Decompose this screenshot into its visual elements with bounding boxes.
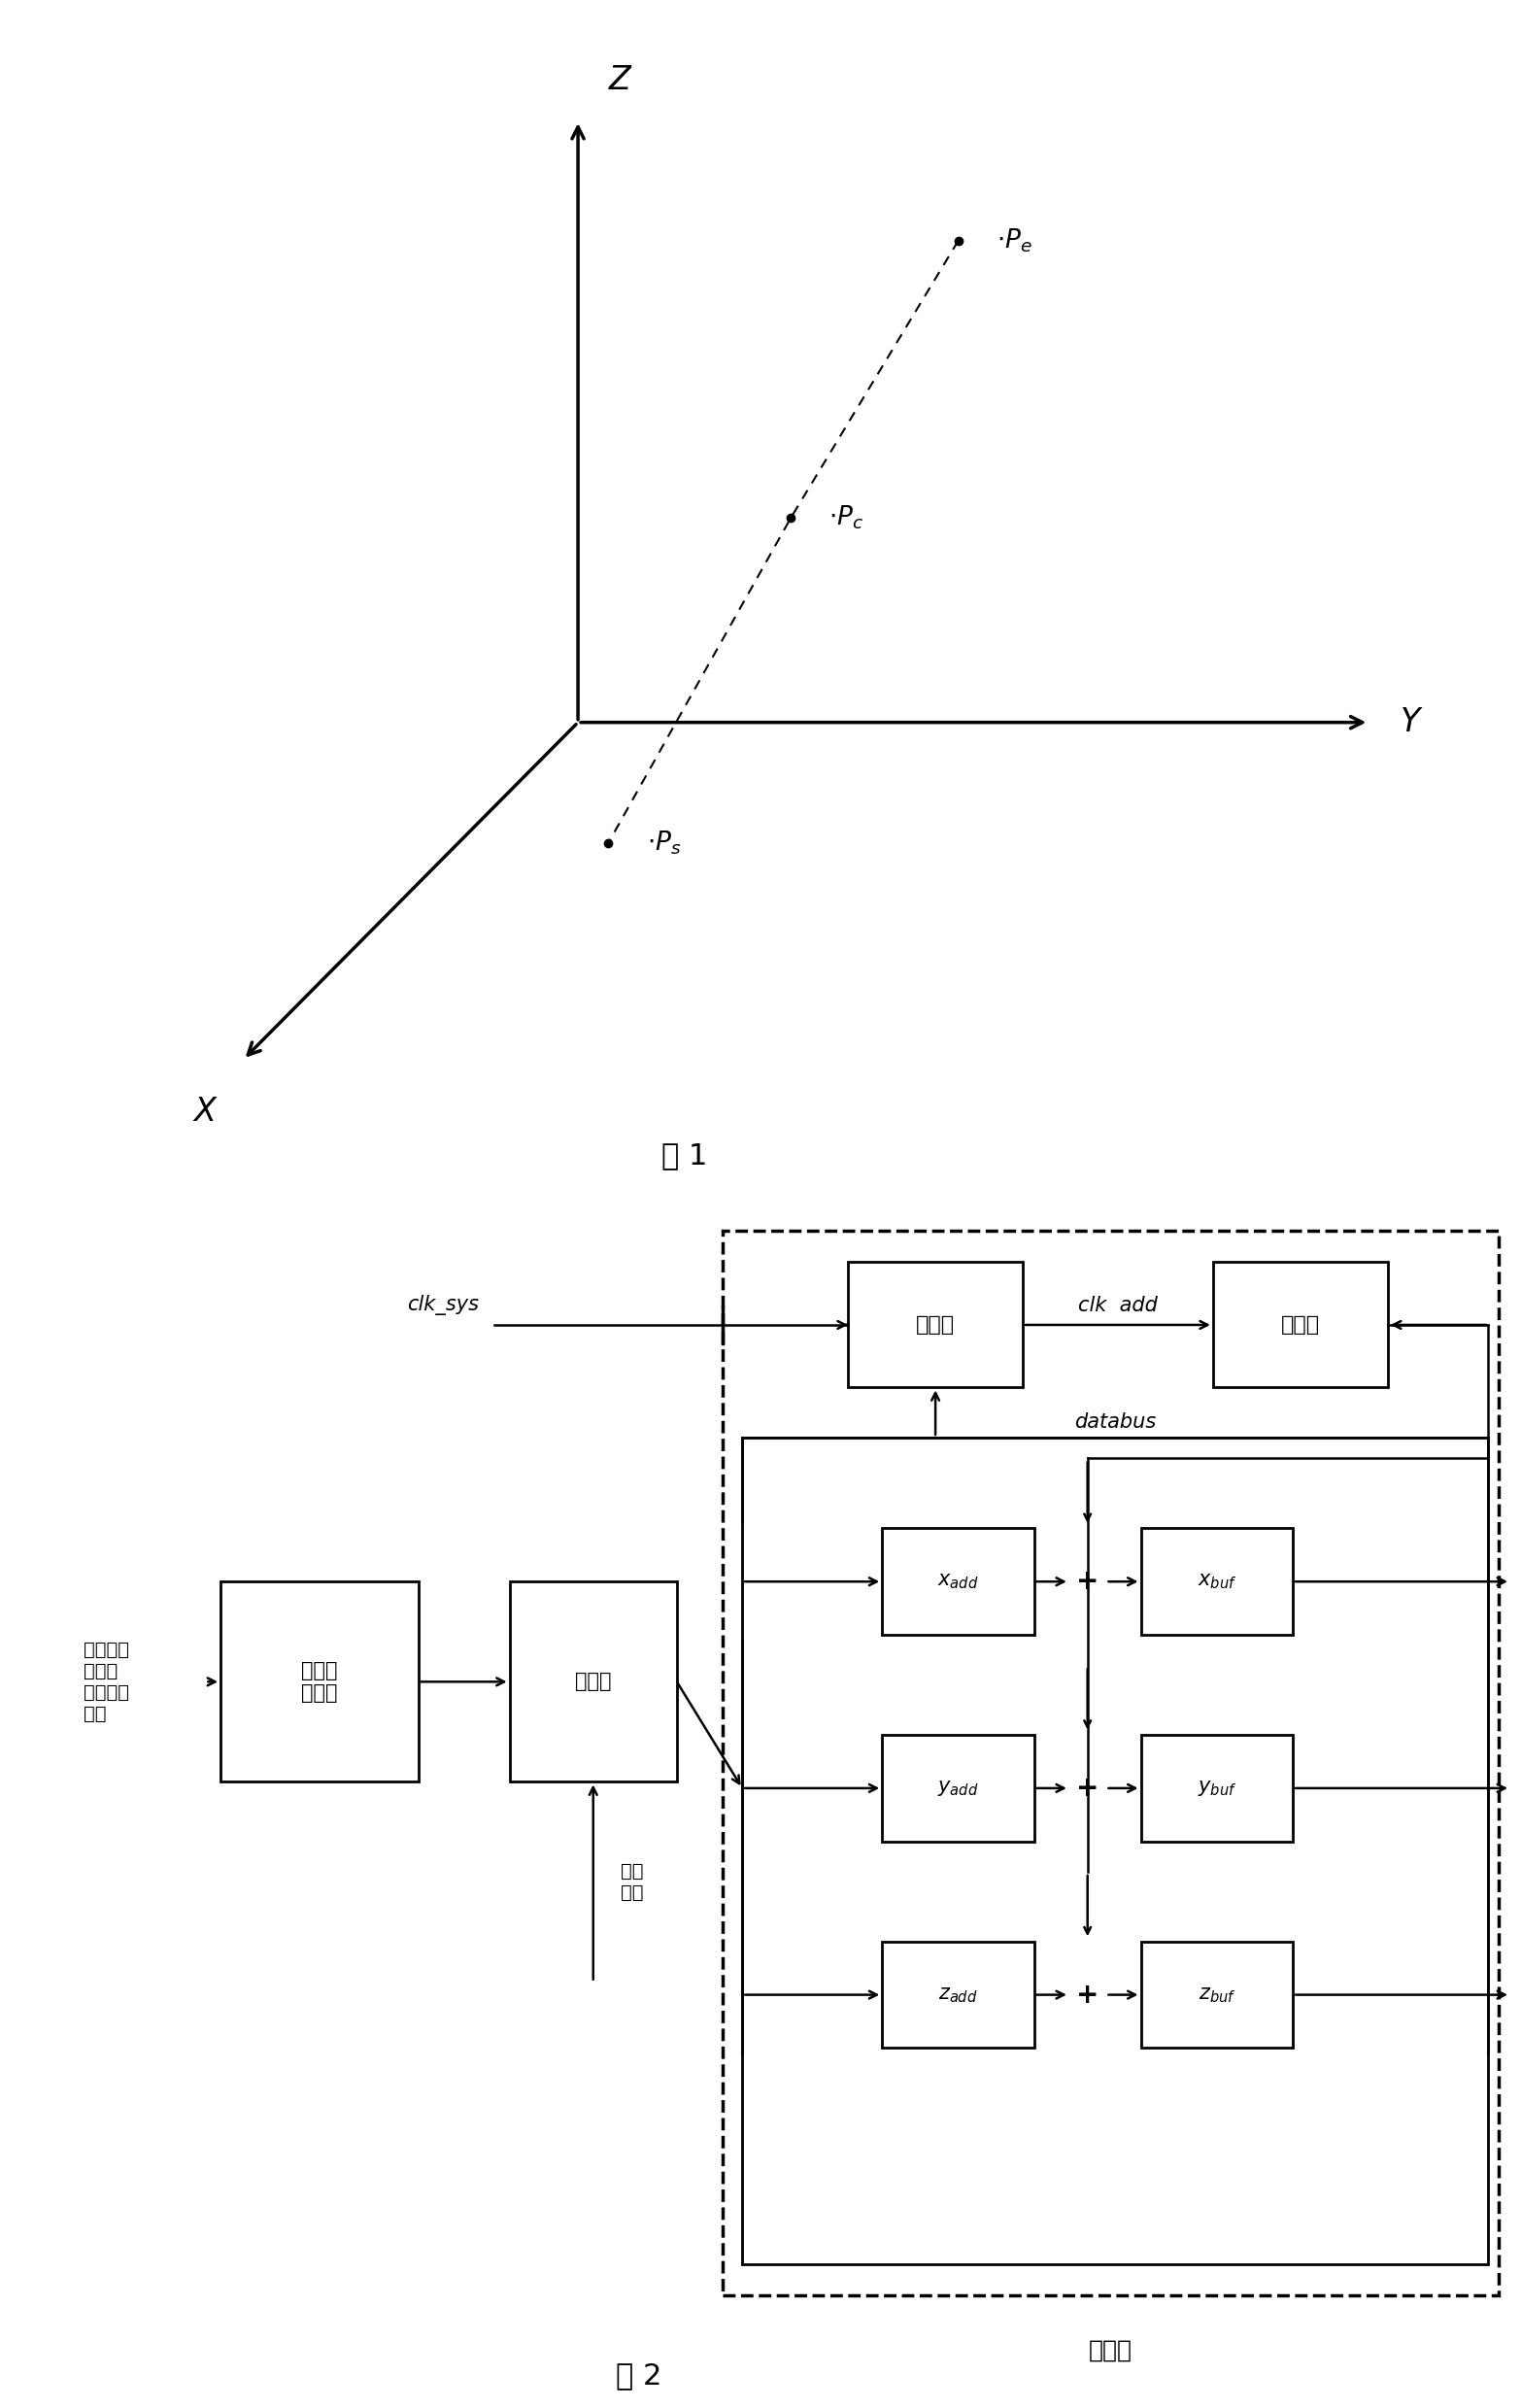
Text: +: +: [1077, 1982, 1098, 2008]
Text: 当前插补
直线段
期望进给
速度: 当前插补 直线段 期望进给 速度: [84, 1640, 129, 1724]
Text: 图 2: 图 2: [616, 2362, 662, 2389]
Bar: [510, 1582, 677, 1782]
Bar: [849, 1262, 1024, 1387]
Text: $X$: $X$: [192, 1096, 219, 1127]
Text: $Y$: $Y$: [1399, 706, 1424, 739]
Text: $y_{add}$: $y_{add}$: [937, 1780, 980, 1799]
Bar: [882, 1529, 1034, 1635]
Text: $\cdot P_s$: $\cdot P_s$: [646, 828, 681, 857]
Text: $x_{add}$: $x_{add}$: [937, 1572, 980, 1592]
Bar: [1141, 1941, 1293, 2047]
Text: $z_{buf}$: $z_{buf}$: [1199, 1984, 1235, 2003]
Bar: [221, 1582, 418, 1782]
Text: $\cdot P_e$: $\cdot P_e$: [996, 226, 1033, 255]
Text: 插补前
初始化: 插补前 初始化: [301, 1662, 338, 1702]
Bar: [1214, 1262, 1389, 1387]
Text: $x_{buf}$: $x_{buf}$: [1197, 1572, 1237, 1592]
Text: +: +: [1077, 1568, 1098, 1594]
Text: +: +: [1077, 1775, 1098, 1801]
Bar: [1141, 1529, 1293, 1635]
Bar: [882, 1941, 1034, 2047]
Text: clk_sys: clk_sys: [408, 1296, 479, 1315]
Text: $Z$: $Z$: [608, 65, 634, 96]
Text: 分频器: 分频器: [916, 1315, 955, 1334]
Text: $z_{add}$: $z_{add}$: [938, 1984, 978, 2003]
Text: 粗插补: 粗插补: [575, 1671, 611, 1690]
Bar: [1141, 1734, 1293, 1842]
Text: $y_{buf}$: $y_{buf}$: [1197, 1780, 1237, 1799]
Text: databus: databus: [1074, 1411, 1156, 1430]
Text: 中断
信号: 中断 信号: [621, 1861, 643, 1902]
Text: clk  add: clk add: [1078, 1296, 1157, 1315]
Bar: [882, 1734, 1034, 1842]
Bar: [722, 1230, 1498, 2295]
Text: 计数器: 计数器: [1281, 1315, 1320, 1334]
Bar: [742, 1438, 1488, 2264]
Text: $\cdot P_c$: $\cdot P_c$: [829, 503, 864, 532]
Text: 精插补: 精插补: [1089, 2338, 1132, 2362]
Text: 图 1: 图 1: [662, 1141, 707, 1170]
